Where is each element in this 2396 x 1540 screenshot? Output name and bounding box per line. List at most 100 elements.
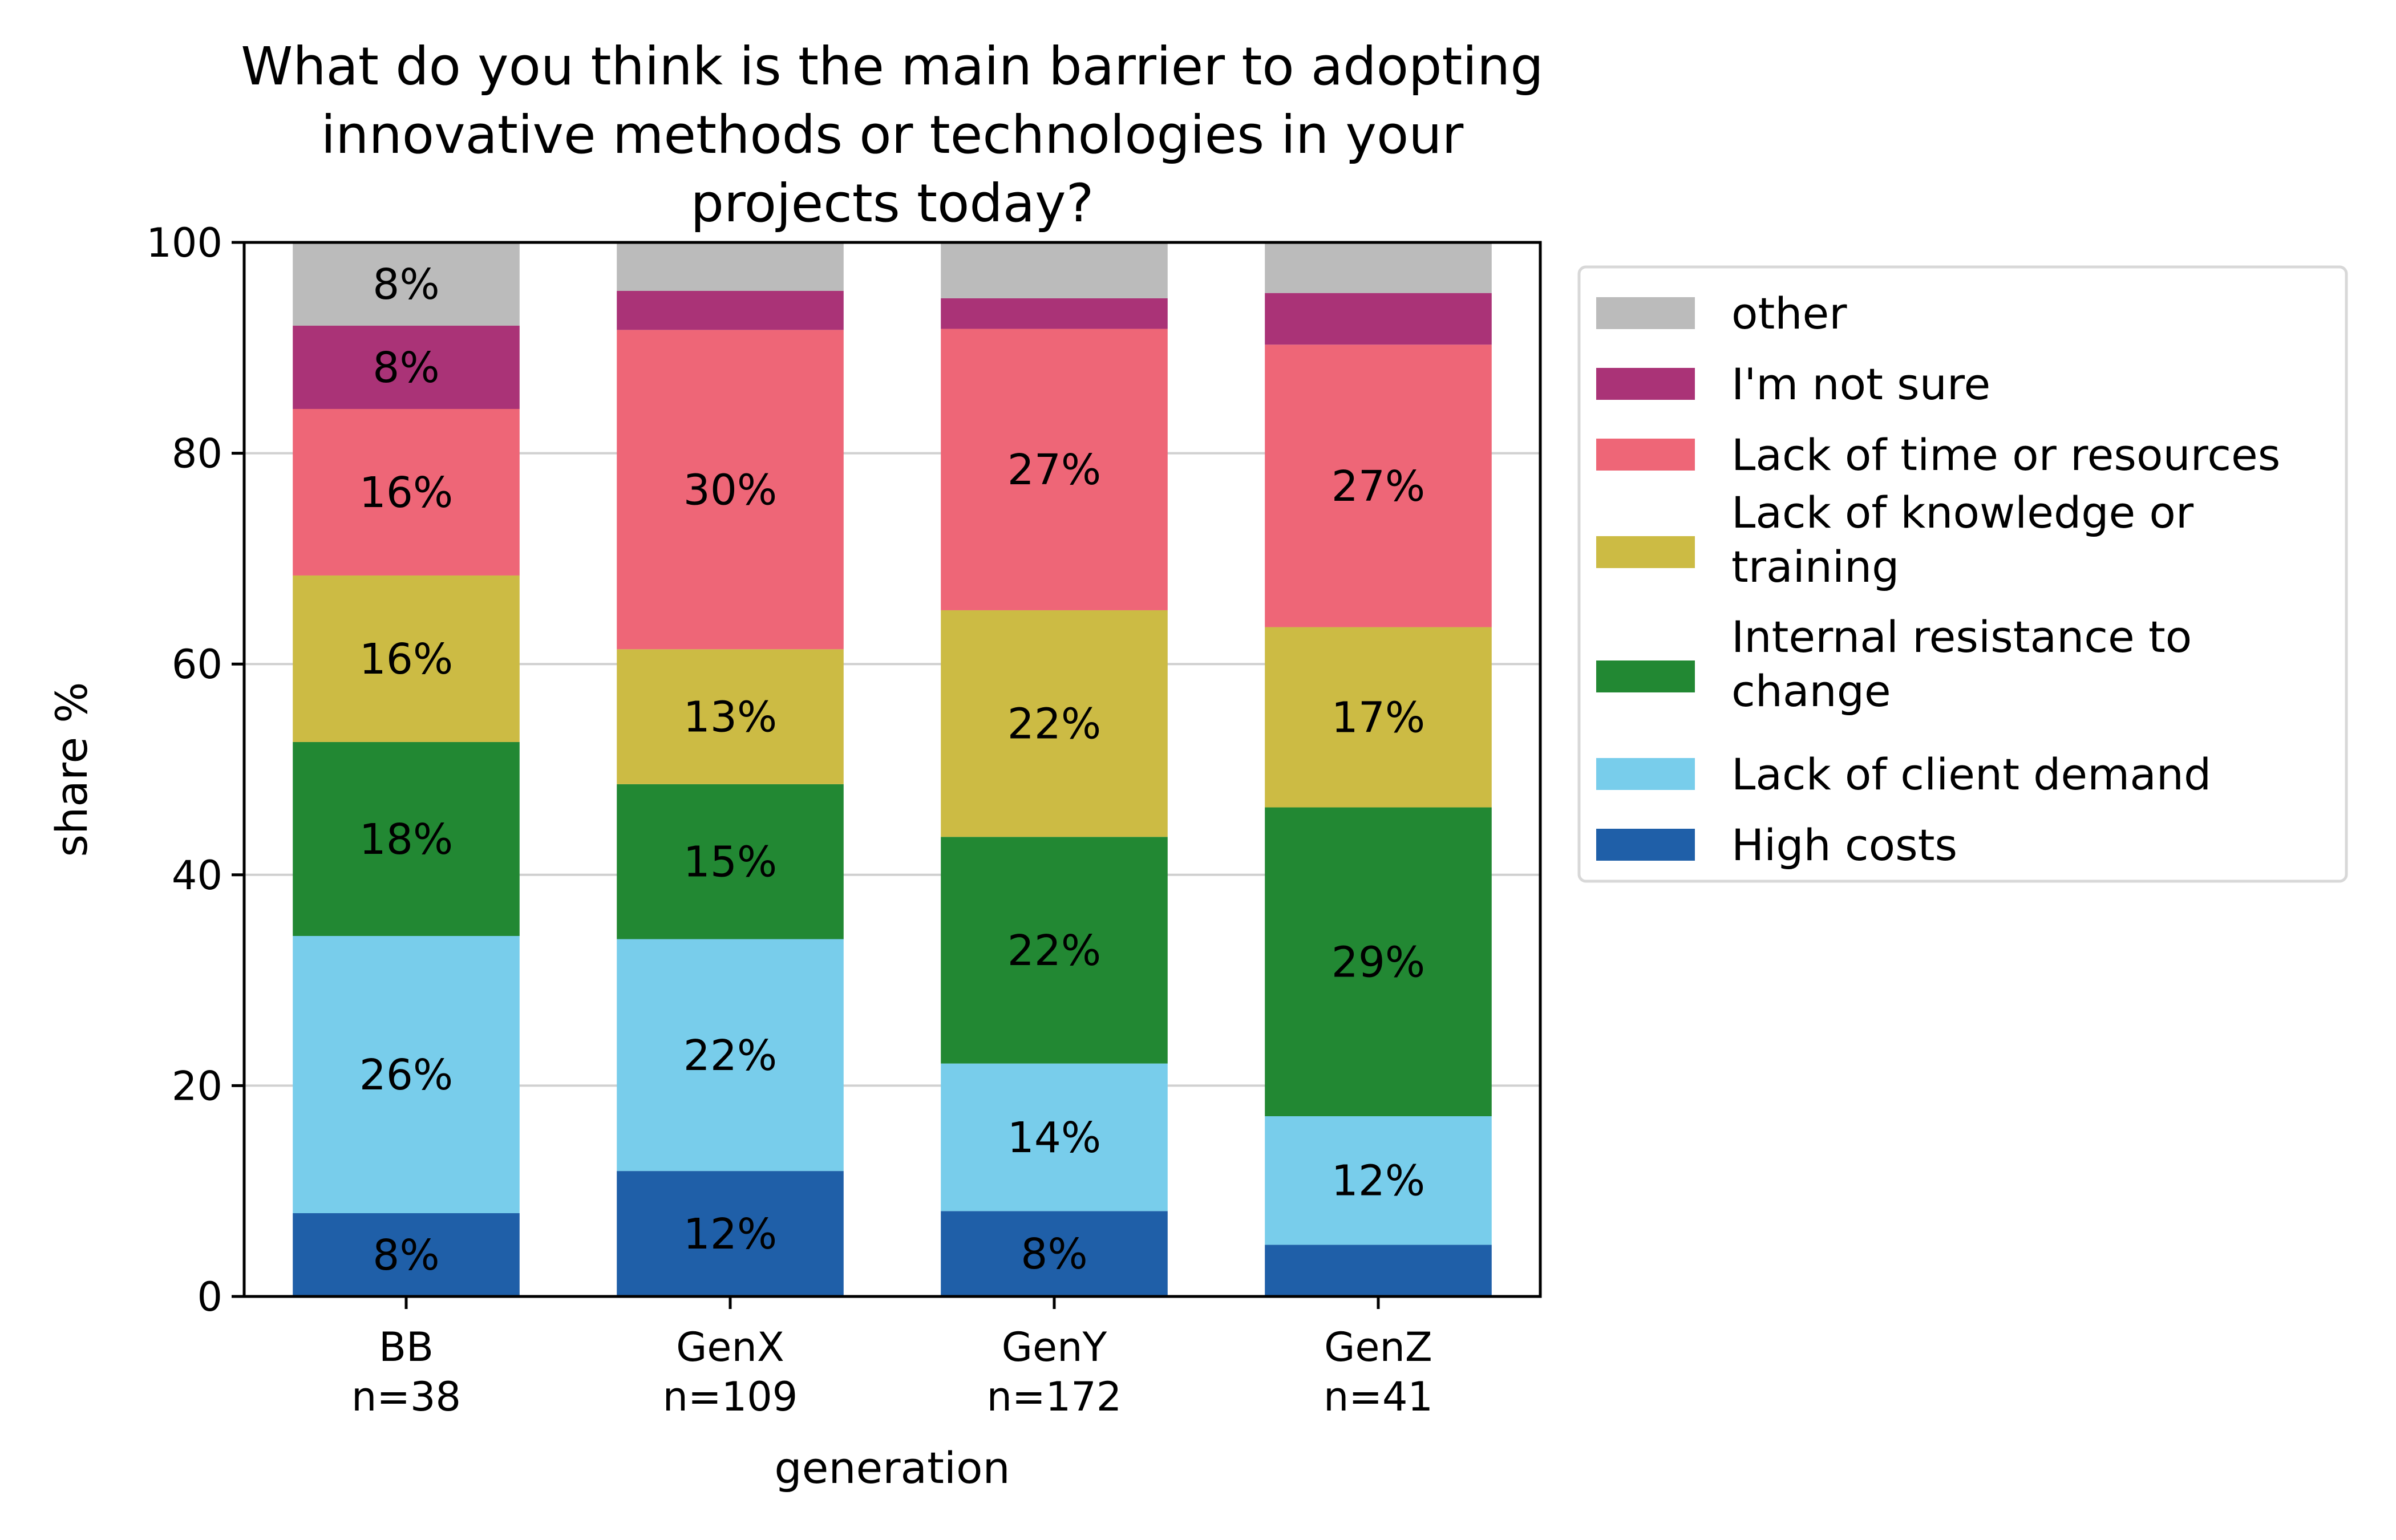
y-tick-label: 60 bbox=[172, 641, 222, 688]
bar-segment bbox=[941, 298, 1168, 329]
bar-segment bbox=[1265, 627, 1492, 808]
chart-title-line: projects today? bbox=[691, 173, 1094, 234]
y-tick-label: 100 bbox=[146, 220, 222, 266]
segment-value-label: 17% bbox=[1331, 694, 1425, 743]
segment-value-label: 16% bbox=[359, 635, 453, 684]
segment-value-label: 8% bbox=[373, 343, 439, 392]
x-tick-label: BB bbox=[379, 1324, 434, 1371]
legend-label: change bbox=[1731, 666, 1891, 716]
segment-value-label: 15% bbox=[683, 838, 777, 887]
segment-value-label: 22% bbox=[1007, 926, 1101, 975]
segment-value-label: 14% bbox=[1007, 1113, 1101, 1162]
bar-segment bbox=[617, 784, 844, 939]
segment-value-label: 16% bbox=[359, 468, 453, 517]
bar-segment bbox=[941, 329, 1168, 610]
legend-item[interactable]: Lack of client demand bbox=[1596, 749, 2211, 800]
bar-segment bbox=[1265, 807, 1492, 1116]
segment-value-label: 8% bbox=[373, 260, 439, 309]
bar-segment bbox=[617, 1171, 844, 1296]
bar-segment bbox=[617, 649, 844, 784]
segment-value-label: 12% bbox=[1331, 1157, 1425, 1206]
y-tick-label: 40 bbox=[172, 852, 222, 899]
segment-value-label: 27% bbox=[1331, 462, 1425, 511]
bar-segment bbox=[293, 408, 520, 576]
y-tick-label: 20 bbox=[172, 1063, 222, 1109]
legend-label: Internal resistance to bbox=[1731, 611, 2192, 662]
bar-segment bbox=[1265, 345, 1492, 627]
segment-value-label: 18% bbox=[359, 815, 453, 864]
bar-segment bbox=[1265, 1116, 1492, 1245]
bar-segment bbox=[617, 330, 844, 650]
legend-label: High costs bbox=[1731, 820, 1957, 870]
legend-swatch bbox=[1596, 758, 1695, 790]
bar-segment bbox=[1265, 1245, 1492, 1296]
bar-segment bbox=[293, 242, 520, 326]
legend-swatch bbox=[1596, 297, 1695, 329]
segment-value-label: 8% bbox=[373, 1231, 439, 1280]
bar-segment bbox=[941, 1063, 1168, 1211]
legend-item[interactable]: other bbox=[1596, 288, 1847, 339]
legend-label: Lack of time or resources bbox=[1731, 429, 2280, 480]
legend-item[interactable]: Lack of time or resources bbox=[1596, 429, 2280, 480]
legend-box bbox=[1577, 265, 2348, 883]
bar-segment bbox=[1265, 293, 1492, 345]
legend-label: Lack of client demand bbox=[1731, 749, 2211, 800]
plot-frame bbox=[242, 241, 1542, 1298]
segment-value-label: 8% bbox=[1021, 1230, 1087, 1279]
legend-item[interactable]: I'm not sure bbox=[1596, 359, 1990, 410]
legend-swatch bbox=[1596, 660, 1695, 692]
segment-value-label: 22% bbox=[1007, 700, 1101, 749]
legend-swatch bbox=[1596, 368, 1695, 400]
segment-value-label: 12% bbox=[683, 1210, 777, 1259]
chart-title-line: innovative methods or technologies in yo… bbox=[321, 104, 1464, 165]
legend-item[interactable]: High costs bbox=[1596, 820, 1957, 870]
x-tick-label: GenX bbox=[676, 1324, 784, 1371]
legend-swatch bbox=[1596, 829, 1695, 861]
bar-segment bbox=[293, 1213, 520, 1296]
bar-segment bbox=[293, 935, 520, 1214]
segment-labels: 8% 26% 18% 16% 16% 8% 8% 12% 22% 15% 13% 30% 8% 14% 22… bbox=[359, 260, 1425, 1280]
legend-label: other bbox=[1731, 288, 1847, 339]
chart-title: What do you think is the main barrier to… bbox=[241, 36, 1543, 234]
segment-value-label: 27% bbox=[1007, 445, 1101, 495]
legend-swatch bbox=[1596, 536, 1695, 568]
legend-swatch bbox=[1596, 439, 1695, 471]
y-tick-label: 80 bbox=[172, 431, 222, 477]
legend-label: training bbox=[1731, 541, 1899, 592]
segment-value-label: 26% bbox=[359, 1051, 453, 1100]
y-axis: 0 20 40 60 80 100 bbox=[146, 220, 244, 1320]
bar-segment bbox=[617, 939, 844, 1172]
y-axis-label: share % bbox=[46, 682, 97, 857]
legend-label: I'm not sure bbox=[1731, 359, 1990, 410]
bars bbox=[293, 241, 1492, 1296]
x-axis-label: generation bbox=[774, 1442, 1010, 1493]
legend-label: Lack of knowledge or bbox=[1731, 487, 2194, 538]
bar-segment bbox=[941, 610, 1168, 837]
x-tick-label: GenZ bbox=[1324, 1324, 1432, 1371]
bar-segment bbox=[293, 741, 520, 936]
bar-segment bbox=[941, 1211, 1168, 1296]
segment-value-label: 13% bbox=[683, 693, 777, 742]
bar-segment bbox=[941, 837, 1168, 1064]
bar-segment bbox=[1265, 241, 1492, 293]
bar-segment bbox=[941, 243, 1168, 298]
bar-segment bbox=[293, 325, 520, 409]
segment-value-label: 22% bbox=[683, 1031, 777, 1080]
bar-segment bbox=[617, 291, 844, 330]
x-tick-sample-size: n=38 bbox=[351, 1373, 461, 1420]
legend[interactable]: other I'm not sure Lack of time or resourc… bbox=[1577, 265, 2348, 883]
x-tick-sample-size: n=172 bbox=[987, 1373, 1122, 1420]
x-tick-sample-size: n=41 bbox=[1324, 1373, 1433, 1420]
x-tick-sample-size: n=109 bbox=[663, 1373, 798, 1420]
x-tick-label: GenY bbox=[1002, 1324, 1107, 1371]
y-tick-label: 0 bbox=[197, 1274, 222, 1320]
chart-title-line: What do you think is the main barrier to… bbox=[241, 36, 1543, 97]
segment-value-label: 29% bbox=[1331, 938, 1425, 987]
segment-value-label: 30% bbox=[683, 465, 777, 514]
bar-segment bbox=[293, 575, 520, 742]
bar-segment bbox=[617, 242, 844, 291]
